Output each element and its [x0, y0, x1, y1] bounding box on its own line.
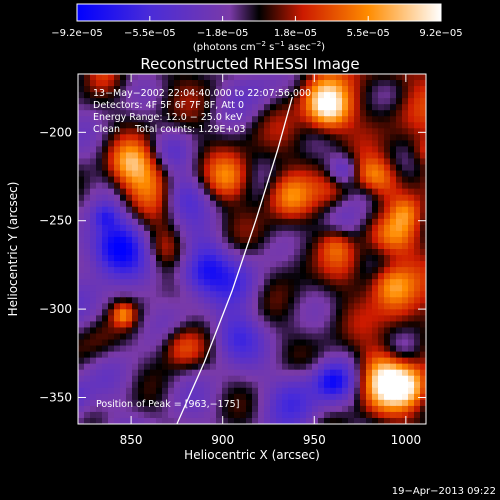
annotation-line4: Clean Total counts: 1.29E+03: [93, 124, 245, 135]
colorbar-tick-label: 9.2e−05: [419, 28, 462, 39]
peak-position-label: Position of Peak = [963,−175]: [96, 399, 239, 410]
colorbar-tick-label: −9.2e−05: [51, 28, 103, 39]
solar-limb-curve: [176, 96, 293, 424]
y-tick-label: −200: [39, 125, 72, 139]
annotation-line2: Detectors: 4F 5F 6F 7F 8F, Att 0: [93, 100, 244, 111]
annotation-line1: 13−May−2002 22:04:40.000 to 22:07:56.000: [93, 88, 311, 99]
x-tick-label: 850: [120, 433, 143, 447]
colorbar: [76, 3, 442, 22]
y-axis-label: Heliocentric Y (arcsec): [6, 182, 20, 317]
heatmap-field: [78, 74, 426, 424]
colorbar-ticks: −9.2e−05 −5.5e−05 −1.8e−05 1.8e−05 5.5e−05 9.…: [51, 16, 463, 39]
x-tick-label: 950: [303, 433, 326, 447]
x-axis-label: Heliocentric X (arcsec): [184, 448, 320, 462]
y-tick-label: −250: [39, 214, 72, 228]
colorbar-tick-label: −1.8e−05: [197, 28, 249, 39]
y-tick-label: −350: [39, 390, 72, 404]
colorbar-tick-label: −5.5e−05: [124, 28, 176, 39]
timestamp: 19−Apr−2013 09:22: [392, 486, 496, 497]
y-tick-label: −300: [39, 302, 72, 316]
plot-frame: [77, 73, 427, 425]
annotation-block: 13−May−2002 22:04:40.000 to 22:07:56.000…: [93, 88, 311, 135]
x-tick-label: 900: [211, 433, 234, 447]
colorbar-tick-label: 1.8e−05: [274, 28, 317, 39]
chart-title: Reconstructed RHESSI Image: [140, 55, 359, 73]
colorbar-units: (photons cm−2 s−1 asec−2): [193, 40, 325, 53]
axis-ticks: 850 900 950 1000 −350 −300 −250 −200: [39, 74, 426, 447]
annotation-line3: Energy Range: 12.0 − 25.0 keV: [93, 112, 243, 123]
colorbar-tick-label: 5.5e−05: [347, 28, 390, 39]
x-tick-label: 1000: [391, 433, 422, 447]
